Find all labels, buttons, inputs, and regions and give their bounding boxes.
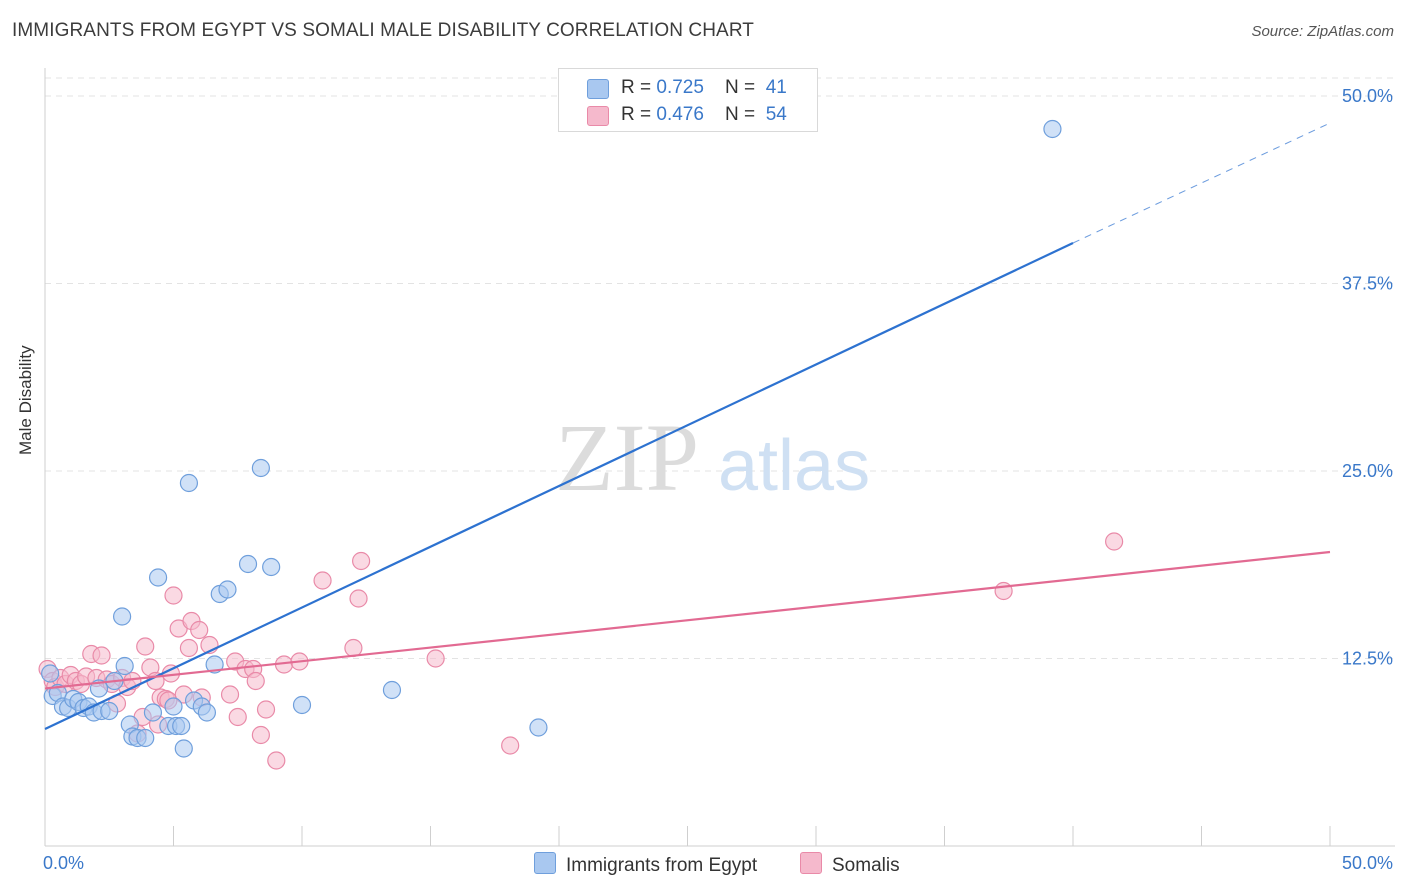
legend-text-somali: R = 0.476 N = 54 — [621, 104, 787, 126]
y-tick-label: 50.0% — [1342, 86, 1393, 106]
legend-r-label: R = — [621, 104, 657, 125]
egypt-point — [529, 718, 548, 737]
egypt-point — [115, 656, 134, 676]
egypt-point — [41, 664, 60, 683]
egypt-point — [238, 554, 258, 574]
somali-point — [92, 646, 111, 665]
legend-n-value: 41 — [765, 77, 787, 98]
bottom-legend-swatch-egypt — [534, 852, 556, 874]
egypt-trend-line — [44, 242, 1074, 730]
egypt-point — [143, 703, 163, 722]
legend-r-label: R = — [621, 77, 657, 98]
somali-point — [228, 707, 247, 727]
legend: R = 0.725 N = 41 R = 0.476 N = 54 — [558, 68, 818, 132]
egypt-point — [292, 695, 312, 715]
y-tick-label: 12.5% — [1342, 649, 1393, 669]
egypt-point — [251, 458, 270, 478]
egypt-point — [218, 580, 237, 599]
x-tick-label: 0.0% — [43, 853, 84, 873]
bottom-legend-label-somali: Somalis — [832, 855, 900, 876]
bottom-legend-egypt: Immigrants from Egypt — [534, 852, 757, 877]
somali-point — [246, 671, 265, 691]
egypt-point — [148, 568, 168, 587]
somali-trend-line — [44, 550, 1331, 690]
somali-point — [426, 649, 445, 668]
somali-point — [136, 637, 155, 656]
y-tick-labels: 12.5% 25.0% 37.5% 50.0% — [1342, 86, 1393, 669]
watermark-zip: ZIP — [555, 404, 699, 511]
x-tick-label: 50.0% — [1342, 853, 1393, 873]
axes — [44, 68, 1395, 847]
egypt-point — [174, 739, 193, 758]
bottom-legend-label-egypt: Immigrants from Egypt — [566, 855, 758, 876]
source-label: Source: ZipAtlas.com — [1251, 23, 1394, 40]
somali-point — [313, 571, 332, 590]
y-axis-label: Male Disability — [16, 345, 35, 455]
egypt-point — [136, 728, 155, 748]
watermark-atlas: atlas — [718, 426, 870, 506]
somali-point — [164, 586, 183, 605]
x-tick-labels: 0.0% 50.0% — [43, 853, 1393, 873]
somali-point — [251, 725, 270, 745]
somali-point — [179, 638, 199, 658]
egypt-point — [197, 703, 217, 722]
bottom-legend-somali: Somalis — [800, 852, 900, 877]
somali-point — [501, 736, 520, 755]
egypt-point — [100, 701, 119, 721]
somali-points — [38, 532, 1124, 770]
egypt-point — [172, 716, 191, 736]
legend-n-label: N = — [725, 77, 761, 98]
somali-point — [1105, 532, 1124, 551]
egypt-point — [382, 680, 402, 700]
legend-n-value: 54 — [765, 104, 787, 125]
egypt-point — [262, 557, 281, 577]
somali-point — [344, 638, 363, 658]
somali-point — [190, 620, 209, 640]
egypt-point — [112, 607, 132, 626]
y-tick-label: 37.5% — [1342, 274, 1393, 294]
trend-lines — [44, 122, 1331, 730]
chart-title: IMMIGRANTS FROM EGYPT VS SOMALI MALE DIS… — [12, 20, 754, 41]
somali-point — [349, 589, 368, 608]
axis-ticks — [44, 826, 1331, 846]
egypt-trend-extension — [1072, 122, 1331, 244]
somali-point — [267, 751, 286, 770]
legend-n-label: N = — [725, 104, 761, 125]
legend-r-value: 0.725 — [656, 77, 704, 98]
egypt-point — [179, 473, 199, 493]
legend-text-egypt: R = 0.725 N = 41 — [621, 77, 787, 99]
somali-point — [352, 551, 371, 571]
legend-r-value: 0.476 — [656, 104, 704, 125]
somali-point — [220, 685, 240, 704]
egypt-point — [164, 697, 183, 716]
bottom-legend-swatch-somali — [800, 852, 822, 874]
legend-swatch-somali — [587, 106, 609, 126]
egypt-point — [1043, 119, 1062, 139]
egypt-point — [205, 655, 224, 674]
egypt-points — [41, 119, 1062, 758]
somali-point — [256, 700, 276, 719]
y-tick-label: 25.0% — [1342, 461, 1393, 481]
legend-swatch-egypt — [587, 79, 609, 99]
